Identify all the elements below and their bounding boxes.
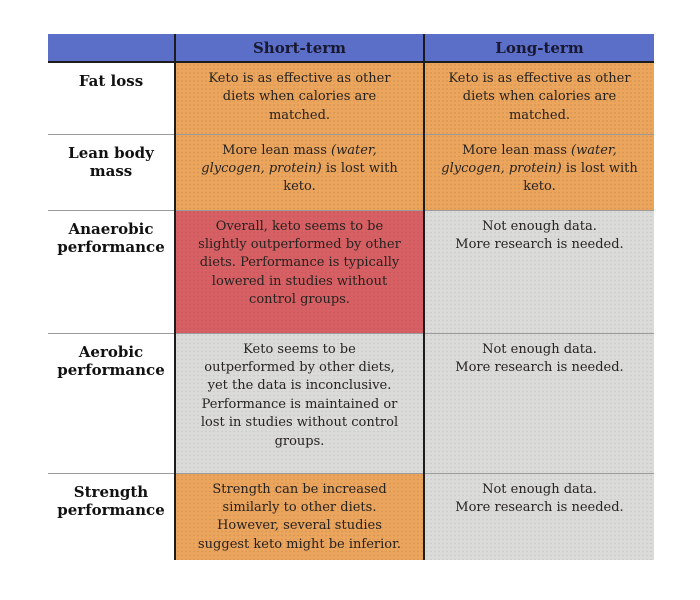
row-label: Lean body mass [48, 133, 175, 210]
cell-short-term: More lean mass (water, glycogen, protein… [174, 133, 424, 210]
cell-text-segment: More lean mass [462, 142, 572, 158]
cell-text-segment: is lost with keto. [283, 160, 398, 195]
header-cell-empty [48, 34, 175, 63]
cell-long-term: Not enough data. More research is needed… [423, 332, 654, 473]
cell-text-segment: Not enough data. More research is needed… [455, 218, 624, 252]
cell-short-term: Keto is as effective as other diets when… [174, 62, 424, 134]
cell-text-segment: Keto seems to be outperformed by other d… [200, 341, 399, 449]
cell-text-segment: Strength can be increased similarly to o… [198, 481, 401, 552]
cell-text-segment: Overall, keto seems to be slightly outpe… [198, 218, 401, 308]
cell-text-segment: Keto is as effective as other diets when… [208, 71, 391, 123]
cell-long-term: More lean mass (water, glycogen, protein… [423, 133, 654, 210]
header-cell-long-term: Long-term [423, 34, 654, 63]
table-row: Strength performance Strength can be incr… [48, 472, 654, 560]
cell-text-italic-segment: (water, glycogen, protein) [201, 142, 377, 176]
cell-long-term: Not enough data. More research is needed… [423, 472, 654, 560]
row-label: Strength performance [48, 472, 175, 560]
table-row: Aerobic performance Keto seems to be outp… [48, 332, 654, 473]
keto-comparison-table: Short-term Long-term Fat loss Keto is as … [48, 34, 654, 560]
cell-long-term: Not enough data. More research is needed… [423, 209, 654, 333]
header-cell-short-term: Short-term [174, 34, 424, 63]
table-row: Fat loss Keto is as effective as other di… [48, 62, 654, 134]
cell-short-term: Keto seems to be outperformed by other d… [174, 332, 424, 473]
row-label: Anaerobic performance [48, 209, 175, 333]
cell-text-segment: Not enough data. More research is needed… [455, 341, 624, 375]
row-label: Aerobic performance [48, 332, 175, 473]
cell-text-italic-segment: (water, glycogen, protein) [441, 142, 617, 176]
header-row: Short-term Long-term [48, 34, 654, 63]
cell-text-segment: More lean mass [222, 142, 332, 158]
cell-short-term: Overall, keto seems to be slightly outpe… [174, 209, 424, 333]
table-row: Lean body mass More lean mass (water, gly… [48, 133, 654, 210]
table-row: Anaerobic performance Overall, keto seems… [48, 209, 654, 333]
cell-text-segment: is lost with keto. [523, 160, 638, 195]
cell-text-segment: Not enough data. More research is needed… [455, 481, 624, 515]
cell-short-term: Strength can be increased similarly to o… [174, 472, 424, 560]
table-body: Fat loss Keto is as effective as other di… [48, 62, 654, 560]
cell-text-segment: Keto is as effective as other diets when… [448, 71, 631, 123]
cell-long-term: Keto is as effective as other diets when… [423, 62, 654, 134]
row-label: Fat loss [48, 62, 175, 134]
